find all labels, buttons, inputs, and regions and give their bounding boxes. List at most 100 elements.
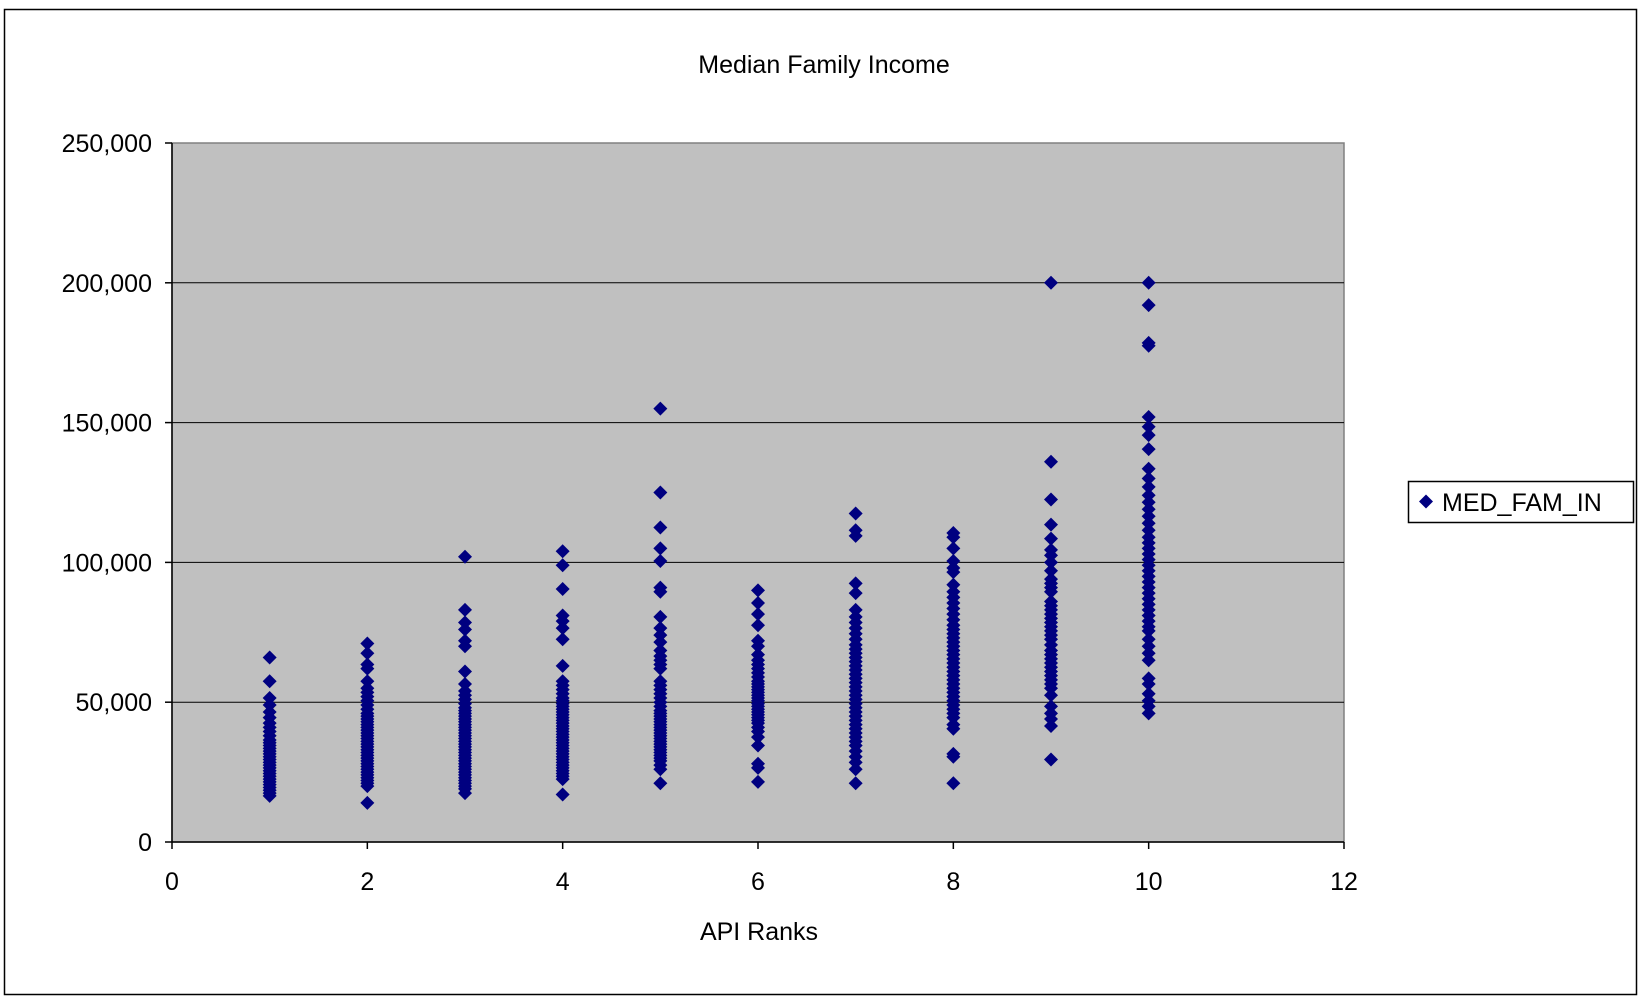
data-point	[653, 609, 668, 624]
data-point	[1141, 428, 1156, 443]
data-point	[848, 762, 863, 777]
data-point	[1044, 275, 1058, 290]
y-tick-label: 200,000	[62, 270, 152, 298]
data-point	[1141, 677, 1156, 692]
data-point	[1141, 623, 1156, 638]
x-tick-label: 8	[946, 868, 960, 896]
y-tick-label: 250,000	[62, 130, 152, 158]
data-point	[555, 658, 570, 673]
data-point	[751, 639, 765, 654]
data-point	[848, 528, 863, 543]
y-tick-label: 100,000	[62, 549, 152, 577]
data-point	[1044, 454, 1058, 469]
chart-title: Median Family Income	[698, 51, 949, 79]
x-tick-label: 0	[165, 868, 179, 896]
data-point	[555, 558, 570, 573]
data-point	[1044, 584, 1058, 599]
data-point	[1044, 563, 1058, 578]
data-point	[1141, 706, 1156, 721]
data-point	[262, 674, 277, 689]
axes	[165, 142, 1345, 849]
data-point	[1044, 718, 1058, 733]
data-point	[1044, 555, 1058, 570]
y-tick-label: 50,000	[76, 689, 152, 717]
data-point	[848, 586, 863, 601]
data-point	[262, 788, 277, 803]
data-point	[555, 621, 570, 636]
data-point	[360, 661, 375, 676]
data-point	[1044, 492, 1058, 507]
data-point	[1044, 688, 1058, 703]
data-point	[751, 583, 765, 598]
legend-label: MED_FAM_IN	[1442, 489, 1602, 517]
y-tick-label: 0	[138, 829, 152, 857]
data-point	[653, 584, 668, 599]
data-point	[1141, 410, 1156, 425]
data-point	[946, 721, 961, 736]
data-point	[262, 650, 277, 665]
x-axis-label: API Ranks	[700, 918, 818, 946]
data-point	[1141, 338, 1156, 353]
data-point	[751, 774, 765, 789]
x-tick-label: 12	[1330, 868, 1358, 896]
data-point	[653, 541, 668, 556]
x-axis-tick-labels: 0 2 4 6 8 10 12	[165, 868, 1358, 896]
data-point	[848, 776, 863, 791]
y-axis-tick-labels: 0 50,000 100,000 150,000 200,000 250,000	[62, 130, 152, 857]
legend: MED_FAM_IN	[1407, 480, 1635, 524]
data-point	[751, 730, 765, 745]
data-point	[653, 401, 668, 416]
data-point	[946, 530, 961, 545]
data-point	[653, 762, 668, 777]
data-point	[458, 549, 472, 564]
data-point	[555, 787, 570, 802]
data-point	[555, 632, 570, 647]
data-point	[458, 664, 472, 679]
data-point	[751, 607, 765, 622]
data-point	[555, 772, 570, 787]
data-point	[1141, 653, 1156, 668]
data-point	[946, 749, 961, 764]
data-point	[848, 576, 863, 591]
data-point	[360, 779, 375, 794]
data-point	[653, 520, 668, 535]
data-point	[653, 485, 668, 500]
data-point	[653, 661, 668, 676]
data-point	[946, 541, 961, 556]
x-tick-label: 6	[751, 868, 765, 896]
data-point	[751, 760, 765, 775]
data-point	[1141, 471, 1156, 486]
data-point	[458, 786, 472, 801]
data-point	[653, 554, 668, 569]
x-tick-label: 10	[1135, 868, 1163, 896]
data-point	[1141, 461, 1156, 476]
data-point	[1044, 531, 1058, 546]
data-point	[555, 544, 570, 559]
data-point	[360, 795, 375, 810]
data-point	[1141, 419, 1156, 434]
x-tick-label: 4	[556, 868, 570, 896]
data-point	[458, 622, 472, 637]
data-points	[262, 275, 1156, 810]
data-point	[360, 636, 375, 651]
data-point	[751, 738, 765, 753]
data-point	[751, 595, 765, 610]
data-point	[653, 776, 668, 791]
data-point	[1044, 752, 1058, 767]
data-point	[555, 581, 570, 596]
x-tick-label: 2	[360, 868, 374, 896]
data-point	[653, 635, 668, 650]
data-point	[1141, 442, 1156, 457]
y-tick-label: 150,000	[62, 410, 152, 438]
data-point	[946, 565, 961, 580]
data-point	[360, 646, 375, 661]
data-point	[1141, 298, 1156, 313]
legend-diamond-marker	[1419, 494, 1433, 509]
data-point	[946, 776, 961, 791]
data-point	[458, 639, 472, 654]
data-point	[1044, 517, 1058, 532]
data-point	[751, 618, 765, 633]
data-point	[1141, 479, 1156, 494]
data-point	[1141, 275, 1156, 290]
